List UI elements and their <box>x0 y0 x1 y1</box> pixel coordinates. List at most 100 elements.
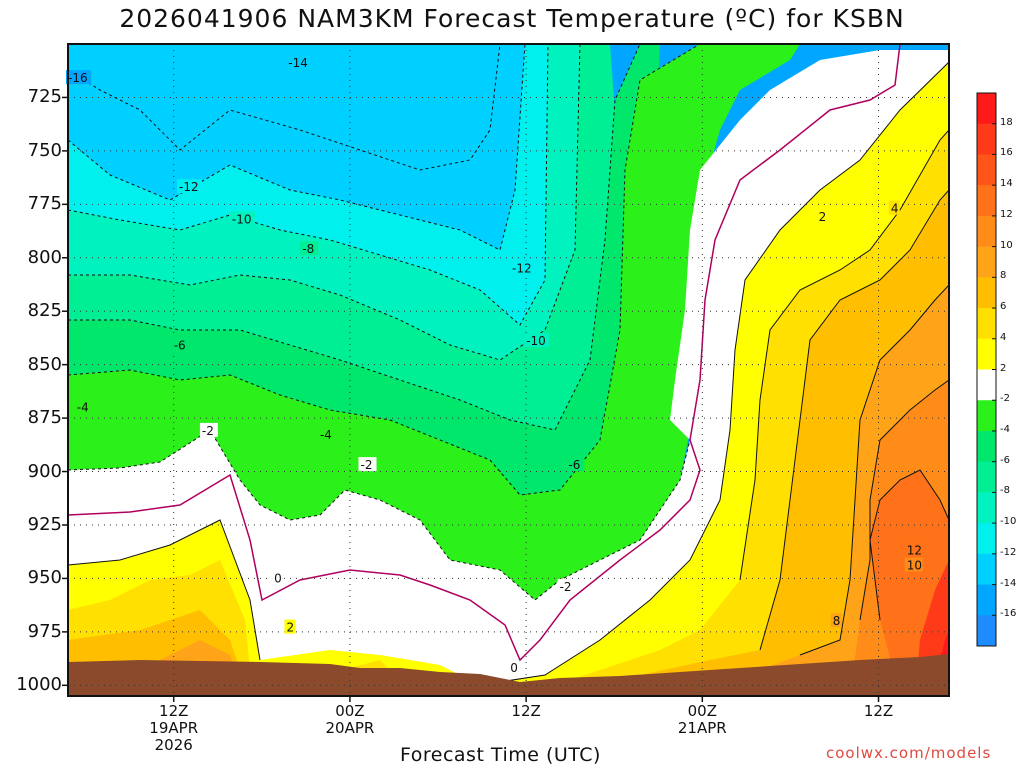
colorbar-bin <box>977 308 996 340</box>
y-tick-label-950: 950 <box>27 567 62 589</box>
x-tick-label-line: 00Z <box>687 702 717 720</box>
band-p2-p4 <box>68 62 949 696</box>
colorbar-bin <box>977 584 996 616</box>
colorbar-bin <box>977 400 996 432</box>
contour-label-bg <box>904 557 923 572</box>
contour-label-bg <box>286 55 312 70</box>
colorbar-label: 10 <box>1000 239 1013 251</box>
contour-label: 0 <box>274 571 282 585</box>
contour-label: -10 <box>526 334 546 348</box>
negative-contours <box>68 44 701 601</box>
contour-label: -12 <box>179 180 199 194</box>
colorbar-label: -8 <box>1000 485 1010 497</box>
colorbar-label: 8 <box>1000 270 1007 282</box>
y-tick-label-825: 825 <box>27 300 62 322</box>
contour-label: 0 <box>510 661 518 675</box>
contour-fill-layer <box>68 44 949 696</box>
contour-label-bg <box>284 619 296 634</box>
contour-label-bg <box>904 542 923 557</box>
x-axis-label: Forecast Time (UTC) <box>400 744 601 766</box>
contour-label-bg <box>199 422 218 437</box>
contour-label-bg <box>510 260 536 275</box>
x-tick-label-0: 12Z 19APR 2026 <box>134 703 214 754</box>
colorbar-label: 2 <box>1000 362 1007 374</box>
x-tick-label-4: 12Z <box>839 703 919 720</box>
x-tick-label-line: 00Z <box>335 702 365 720</box>
colorbar-label: -2 <box>1000 393 1010 405</box>
contour-label: -12 <box>512 261 532 275</box>
colorbar-label: 4 <box>1000 331 1007 343</box>
colorbar-label: 18 <box>1000 116 1013 128</box>
contour-label-layer: -16 -14 -12 -12 -10 -10 -8 -6 -6 -4 -4 -2 -2 -2 0 0 2 2 4 8… <box>66 55 923 675</box>
contour-label: -8 <box>302 242 314 256</box>
y-tick-label-975: 975 <box>27 620 62 642</box>
x-tick-label-line: 12Z <box>159 702 189 720</box>
freezing-line <box>68 44 901 662</box>
y-tick-label-800: 800 <box>27 246 62 268</box>
contour-label-bg <box>358 457 377 472</box>
x-tick-label-line: 12Z <box>511 702 541 720</box>
colorbar-bin <box>977 523 996 555</box>
contour-label-bg <box>171 337 190 352</box>
colorbar-bin <box>977 154 996 186</box>
y-tick-label-925: 925 <box>27 513 62 535</box>
colorbar-bin <box>977 277 996 309</box>
contour-label: -2 <box>560 580 572 594</box>
colorbar-label: 6 <box>1000 301 1007 313</box>
y-tick-label-775: 775 <box>27 193 62 215</box>
colorbar-label: -12 <box>1000 546 1017 558</box>
colorbar-bin <box>977 123 996 155</box>
colorbar-label: -14 <box>1000 577 1017 589</box>
contour-label: -4 <box>320 428 332 442</box>
contour-label: -4 <box>77 400 89 414</box>
y-tick-label-900: 900 <box>27 460 62 482</box>
contour-label: 4 <box>891 202 899 216</box>
x-tick-label-line: 20APR <box>325 719 375 737</box>
x-tick-label-1: 00Z 20APR <box>310 703 390 737</box>
positive-contours <box>68 61 949 686</box>
credit-text: coolwx.com/models <box>826 744 992 762</box>
contour-label-bg <box>557 578 576 593</box>
x-tick-label-line: 2026 <box>154 736 193 754</box>
colorbar-bin <box>977 615 996 647</box>
x-tick-label-line: 12Z <box>863 702 894 720</box>
contour-label: 10 <box>907 559 922 573</box>
contour-label: -14 <box>288 56 308 70</box>
x-tick-label-line: 21APR <box>677 719 727 737</box>
colorbar-label: -10 <box>1000 516 1017 528</box>
contour-label: -10 <box>232 212 252 226</box>
colorbar-bin <box>977 461 996 493</box>
contour-label-bg <box>816 209 828 224</box>
chart-title: 2026041906 NAM3KM Forecast Temperature (… <box>119 4 905 33</box>
colorbar-bin <box>977 215 996 248</box>
contour-label-bg <box>300 241 319 256</box>
colorbar-label: 14 <box>1000 178 1013 190</box>
contour-label-bg <box>566 457 585 472</box>
band-m14-m12 <box>68 44 500 170</box>
colorbar-label: 16 <box>1000 147 1013 159</box>
colorbar-bin <box>977 246 996 278</box>
contour-label-bg <box>508 660 520 675</box>
colorbar-bin <box>977 93 996 125</box>
colorbar-bin <box>977 553 996 586</box>
contour-label-bg <box>272 570 284 585</box>
contour-label: -6 <box>174 338 186 352</box>
contour-label: -6 <box>568 458 580 472</box>
y-tick-label-875: 875 <box>27 407 62 429</box>
plot-frame <box>67 43 950 697</box>
x-tick-label-2: 12Z <box>486 703 566 720</box>
contour-label: -2 <box>360 458 372 472</box>
contour-label-bg <box>229 211 255 226</box>
x-tick-label-line: 19APR <box>149 719 199 737</box>
y-tick-label-750: 750 <box>27 139 62 161</box>
colorbar-bin <box>977 492 996 524</box>
contour-label-bg <box>524 333 550 348</box>
y-tick-label-850: 850 <box>27 353 62 375</box>
colorbar <box>976 92 997 647</box>
colorbar-bin <box>977 430 996 463</box>
colorbar-bin <box>977 185 996 217</box>
contour-label: 12 <box>907 544 922 558</box>
colorbar-label: -4 <box>1000 423 1010 435</box>
contour-label: 2 <box>819 210 827 224</box>
